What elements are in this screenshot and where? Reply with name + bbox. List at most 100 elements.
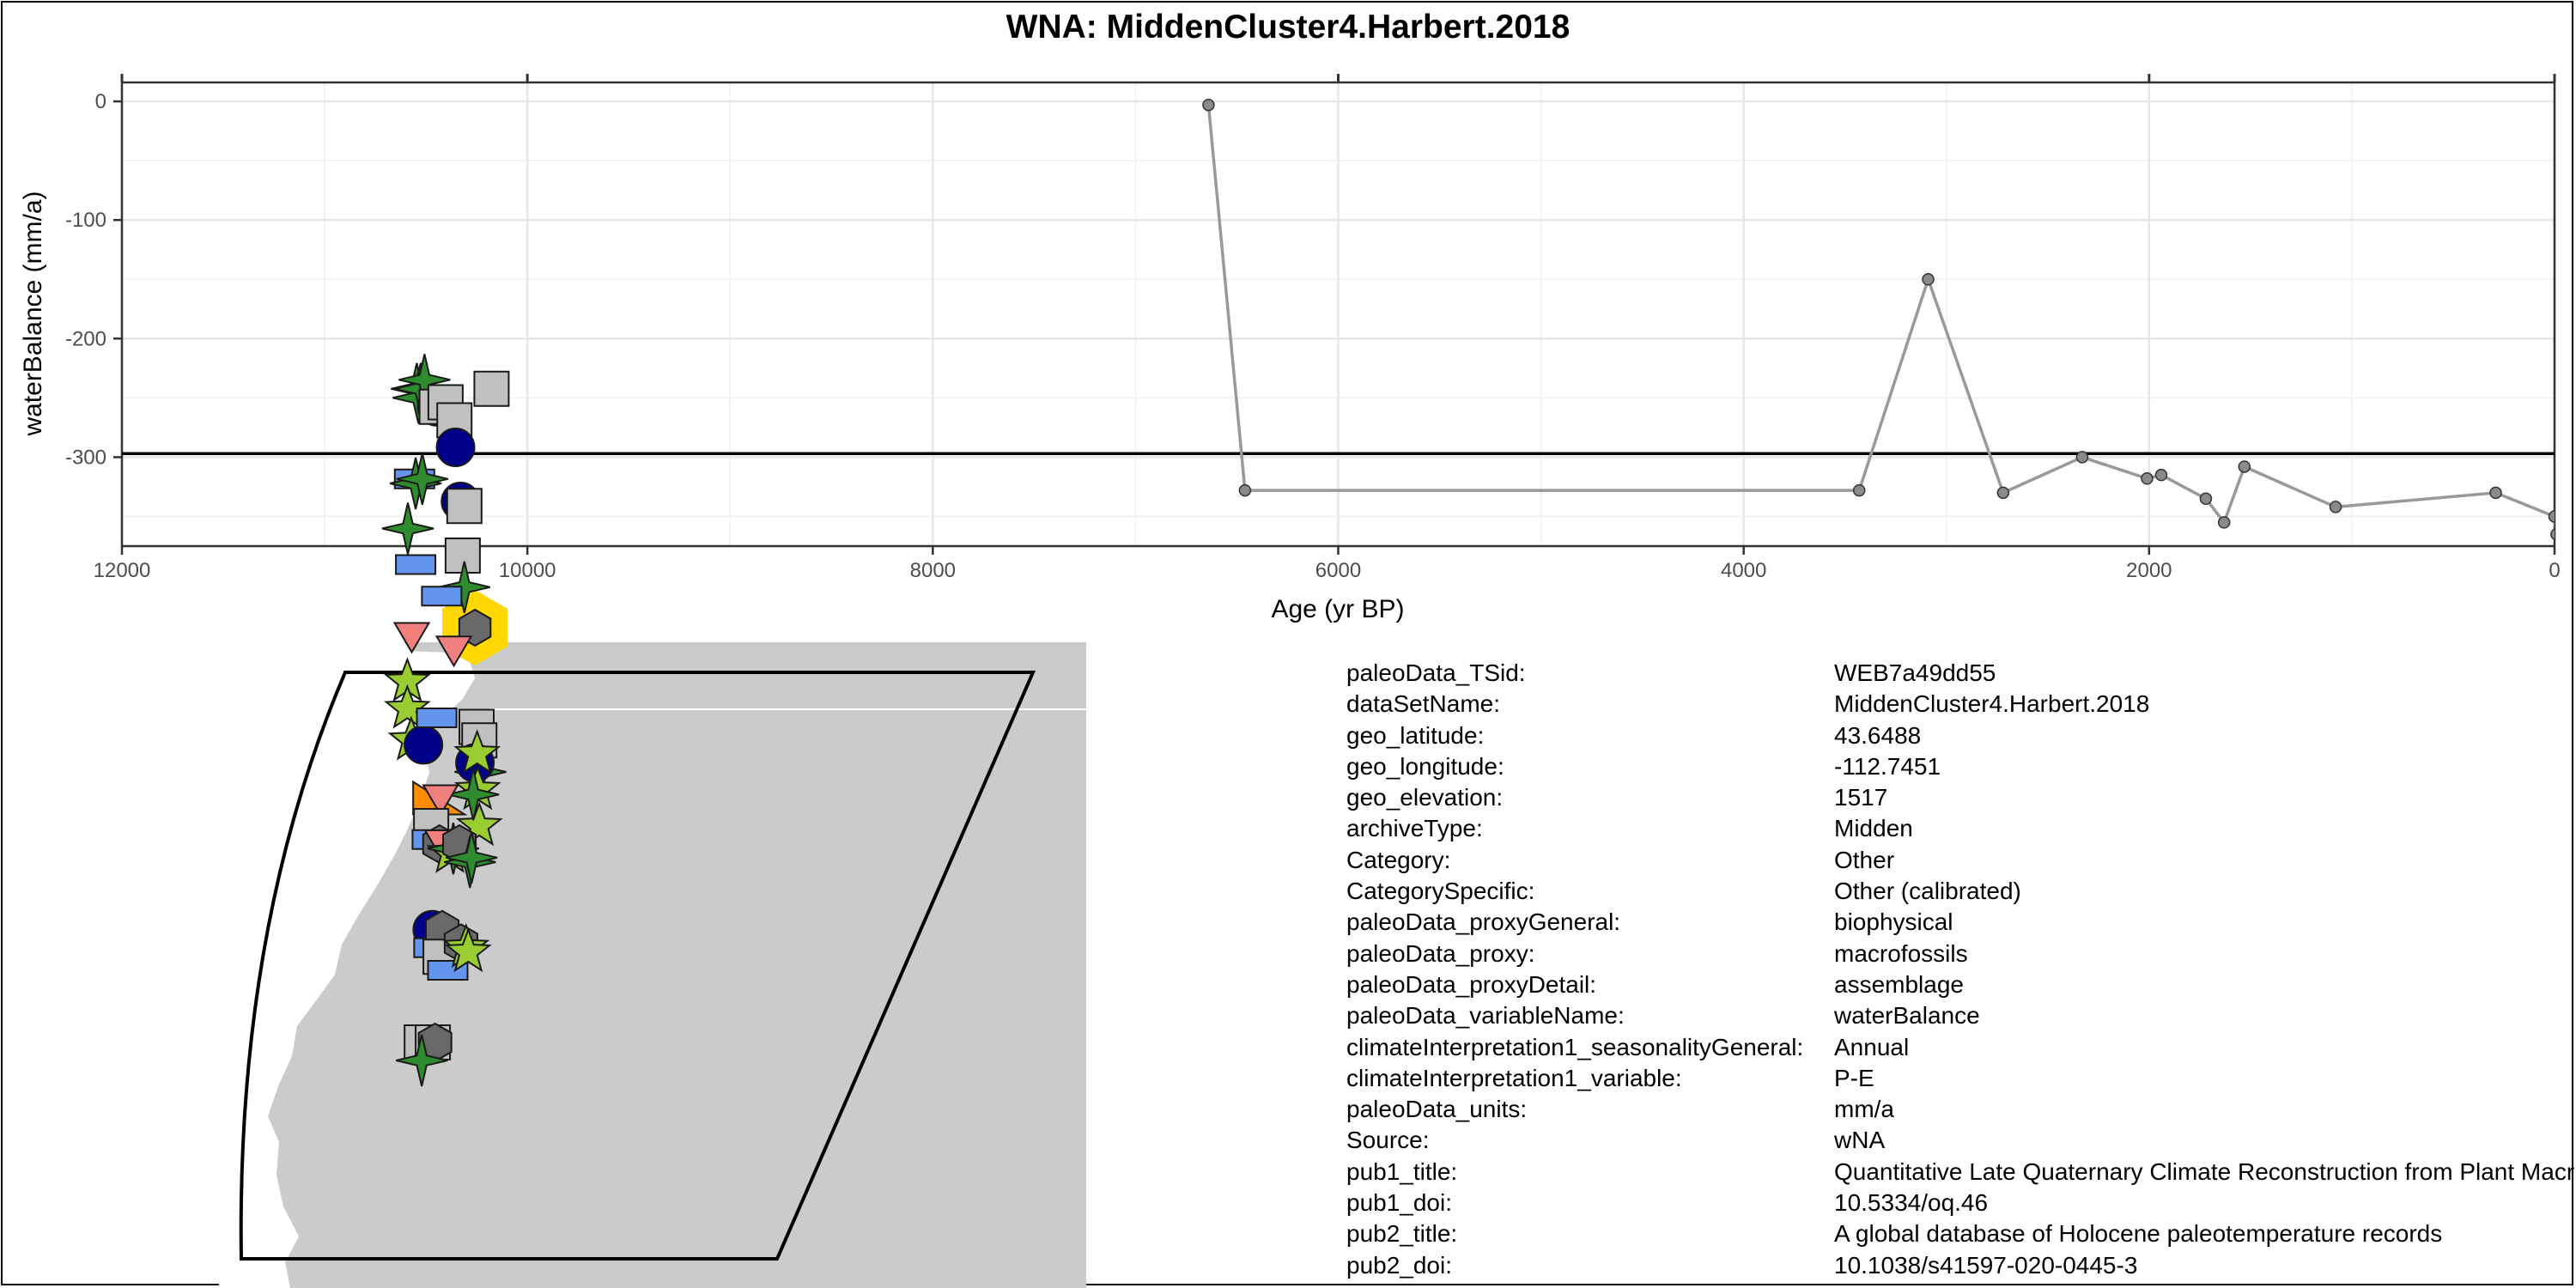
metadata-row: paleoData_proxyDetail: assemblage <box>1346 971 2574 1002</box>
metadata-value: 1517 <box>1834 784 1888 811</box>
data-point <box>1996 486 2010 500</box>
site-marker-star5 <box>453 729 501 775</box>
series <box>122 98 2555 541</box>
metadata-key: Category: <box>1346 846 1451 873</box>
site-marker-star5 <box>444 927 492 973</box>
data-point <box>1202 98 1215 112</box>
site-marker-rect <box>416 708 458 728</box>
y-tick-label: 0 <box>95 90 106 113</box>
metadata-value: biophysical <box>1834 908 1953 936</box>
site-marker-star4 <box>381 502 434 555</box>
site-marker-triangle_down <box>422 784 459 817</box>
data-point <box>2154 468 2168 482</box>
metadata-row: paleoData_TSid: WEB7a49dd55 <box>1346 659 2574 690</box>
metadata-value: 10.5334/oq.46 <box>1834 1189 1989 1217</box>
metadata-value: Other (calibrated) <box>1834 878 2021 905</box>
x-tick-label: 2000 <box>2126 559 2172 582</box>
metadata-value: P-E <box>1834 1064 1874 1091</box>
data-point <box>2489 486 2502 500</box>
metadata-row: Category: Other <box>1346 847 2574 878</box>
metadata-value: -112.7451 <box>1834 752 1941 780</box>
y-tick-label: -100 <box>65 209 106 232</box>
metadata-key: pub2_title: <box>1346 1220 1458 1248</box>
metadata-key: paleoData_proxyGeneral: <box>1346 908 1621 936</box>
metadata-row: CategorySpecific: Other (calibrated) <box>1346 878 2574 908</box>
metadata-key: paleoData_proxyDetail: <box>1346 970 1597 998</box>
metadata-value: MiddenCluster4.Harbert.2018 <box>1834 690 2150 718</box>
metadata-key: paleoData_variableName: <box>1346 1002 1625 1030</box>
series-line <box>1206 105 2555 530</box>
site-marker-star4 <box>396 453 449 506</box>
metadata-row: pub1_doi: 10.5334/oq.46 <box>1346 1189 2574 1220</box>
data-point <box>2141 472 2154 485</box>
metadata-row: archiveType: Midden <box>1346 815 2574 846</box>
x-tick-label: 4000 <box>1721 559 1766 582</box>
metadata-row: paleoData_units: mm/a <box>1346 1096 2574 1127</box>
data-point <box>1852 483 1866 497</box>
metadata-row: geo_elevation: 1517 <box>1346 784 2574 815</box>
data-point <box>2199 492 2213 506</box>
metadata-value: A global database of Holocene paleotempe… <box>1834 1220 2443 1248</box>
site-map <box>219 354 1086 1288</box>
x-tick-label: 10000 <box>499 559 556 582</box>
x-tick-label: 6000 <box>1315 559 1361 582</box>
metadata-key: Source: <box>1346 1127 1430 1154</box>
metadata-value: mm/a <box>1834 1096 1894 1123</box>
metadata-key: geo_longitude: <box>1346 752 1504 780</box>
data-point <box>2548 510 2555 523</box>
grid <box>120 82 2556 546</box>
site-marker-rect <box>395 554 437 575</box>
chart-title: WNA: MiddenCluster4.Harbert.2018 <box>1005 9 1571 46</box>
metadata-row: pub2_title: A global database of Holocene… <box>1346 1220 2574 1251</box>
site-marker-star4 <box>447 769 500 821</box>
map-projection-outline <box>239 671 1036 1261</box>
data-point <box>2217 516 2231 529</box>
metadata-key: dataSetName: <box>1346 690 1500 718</box>
x-axis-label: Age (yr BP) <box>1271 595 1404 623</box>
site-marker-star4 <box>395 1034 448 1087</box>
metadata-key: climateInterpretation1_seasonalityGenera… <box>1346 1033 1804 1060</box>
metadata-key: climateInterpretation1_variable: <box>1346 1064 1682 1091</box>
y-axis-label: waterBalance (mm/a) <box>19 191 47 436</box>
site-marker-star4 <box>445 831 498 884</box>
site-marker-circle <box>435 428 476 467</box>
metadata-value: 43.6488 <box>1834 721 1922 749</box>
metadata-row: climateInterpretation1_variable: P-E <box>1346 1065 2574 1096</box>
site-markers <box>381 354 510 1087</box>
metadata-value: assemblage <box>1834 970 1964 998</box>
metadata-value: Quantitative Late Quaternary Climate Rec… <box>1834 1157 2574 1185</box>
metadata-key: geo_latitude: <box>1346 721 1485 749</box>
x-tick-label: 8000 <box>910 559 956 582</box>
site-marker-star5 <box>455 801 503 847</box>
metadata-row: pub1_title: Quantitative Late Quaternary … <box>1346 1158 2574 1189</box>
site-marker-star4 <box>438 561 491 614</box>
metadata-key: paleoData_units: <box>1346 1096 1528 1123</box>
data-point <box>1238 483 1252 497</box>
metadata-row: climateInterpretation1_seasonalityGenera… <box>1346 1034 2574 1065</box>
metadata-value: Other <box>1834 846 1895 873</box>
series-group <box>1202 98 2555 541</box>
y-tick-label: -200 <box>65 327 106 350</box>
y-tick-label: -300 <box>65 446 106 469</box>
metadata-row: Source: wNA <box>1346 1127 2574 1157</box>
metadata-key: pub2_doi: <box>1346 1251 1453 1279</box>
metadata-row: pub2_doi: 10.1038/s41597-020-0445-3 <box>1346 1252 2574 1283</box>
x-tick-label: 0 <box>2549 559 2560 582</box>
metadata-key: pub1_title: <box>1346 1157 1458 1185</box>
metadata-row: paleoData_proxyGeneral: biophysical <box>1346 908 2574 939</box>
metadata-value: Annual <box>1834 1033 1910 1060</box>
site-marker-rect <box>421 586 463 607</box>
metadata-key: CategorySpecific: <box>1346 878 1535 905</box>
site-marker-star5 <box>384 683 431 729</box>
metadata-row: geo_longitude: -112.7451 <box>1346 753 2574 784</box>
metadata-row: dataSetName: MiddenCluster4.Harbert.2018 <box>1346 690 2574 721</box>
data-point <box>2075 451 2089 464</box>
metadata-value: WEB7a49dd55 <box>1834 659 1996 686</box>
metadata-row: paleoData_variableName: waterBalance <box>1346 1002 2574 1033</box>
metadata-value: Midden <box>1834 815 1913 842</box>
metadata-key: paleoData_TSid: <box>1346 659 1526 686</box>
site-marker-square <box>473 370 510 407</box>
metadata-key: geo_elevation: <box>1346 784 1504 811</box>
metadata-value: wNA <box>1834 1127 1886 1154</box>
metadata-row: geo_latitude: 43.6488 <box>1346 722 2574 753</box>
